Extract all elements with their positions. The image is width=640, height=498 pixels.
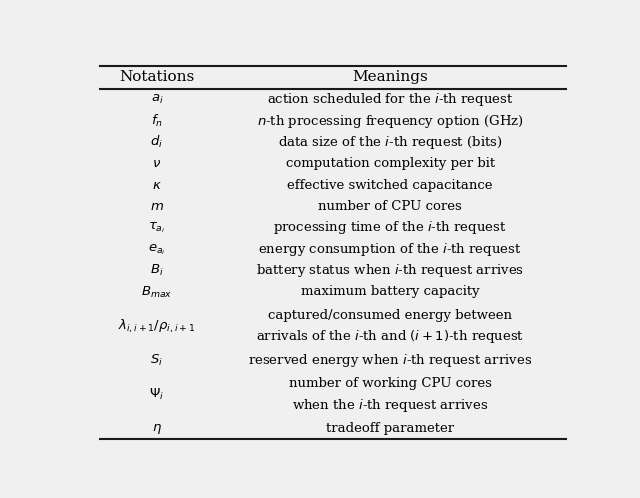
Text: $m$: $m$ — [150, 200, 164, 213]
Text: when the $i$-th request arrives: when the $i$-th request arrives — [292, 397, 488, 414]
Text: computation complexity per bit: computation complexity per bit — [285, 157, 495, 170]
Text: $d_i$: $d_i$ — [150, 134, 163, 150]
Text: number of working CPU cores: number of working CPU cores — [289, 377, 492, 390]
Text: $a_i$: $a_i$ — [150, 93, 163, 106]
Text: data size of the $i$-th request (bits): data size of the $i$-th request (bits) — [278, 134, 502, 151]
Text: processing time of the $i$-th request: processing time of the $i$-th request — [273, 220, 507, 237]
Text: arrivals of the $i$-th and $(i+1)$-th request: arrivals of the $i$-th and $(i+1)$-th re… — [256, 329, 524, 346]
Text: number of CPU cores: number of CPU cores — [318, 200, 462, 213]
Text: $n$-th processing frequency option (GHz): $n$-th processing frequency option (GHz) — [257, 113, 524, 129]
Text: $B_i$: $B_i$ — [150, 263, 164, 278]
Text: effective switched capacitance: effective switched capacitance — [287, 179, 493, 192]
Text: $\nu$: $\nu$ — [152, 157, 161, 170]
Text: $\lambda_{i,i+1}/\rho_{i,i+1}$: $\lambda_{i,i+1}/\rho_{i,i+1}$ — [118, 318, 196, 335]
Text: $\Psi_i$: $\Psi_i$ — [149, 387, 164, 402]
Text: $e_{a_i}$: $e_{a_i}$ — [148, 242, 166, 256]
Text: $S_i$: $S_i$ — [150, 353, 163, 368]
Text: battery status when $i$-th request arrives: battery status when $i$-th request arriv… — [256, 262, 524, 279]
Text: maximum battery capacity: maximum battery capacity — [301, 285, 479, 298]
Text: $\kappa$: $\kappa$ — [152, 179, 162, 192]
Text: $\eta$: $\eta$ — [152, 422, 162, 436]
Text: reserved energy when $i$-th request arrives: reserved energy when $i$-th request arri… — [248, 352, 532, 369]
Text: $\tau_{a_i}$: $\tau_{a_i}$ — [148, 221, 166, 235]
Text: Meanings: Meanings — [352, 70, 428, 84]
Text: Notations: Notations — [119, 70, 195, 84]
Text: $f_n$: $f_n$ — [151, 113, 163, 129]
Text: energy consumption of the $i$-th request: energy consumption of the $i$-th request — [259, 241, 522, 258]
Text: action scheduled for the $i$-th request: action scheduled for the $i$-th request — [267, 91, 513, 108]
Text: $B_{max}$: $B_{max}$ — [141, 284, 173, 299]
Text: captured/consumed energy between: captured/consumed energy between — [268, 309, 512, 322]
Text: tradeoff parameter: tradeoff parameter — [326, 422, 454, 435]
